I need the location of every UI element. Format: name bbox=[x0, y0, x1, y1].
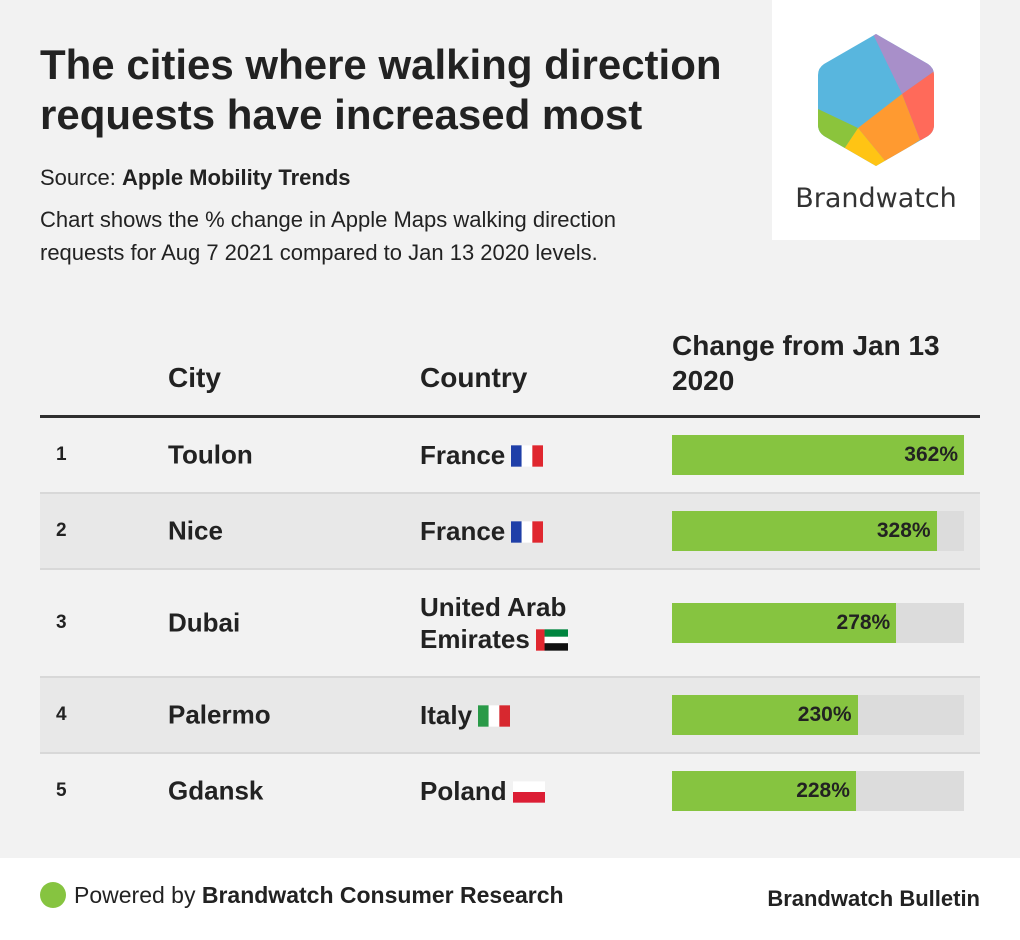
flag-poland-icon bbox=[512, 781, 545, 803]
column-header-country: Country bbox=[420, 362, 528, 393]
bar-track: 362% bbox=[672, 435, 964, 475]
country-name: United Arab Emirates bbox=[420, 592, 567, 654]
bar-value-label: 228% bbox=[796, 779, 850, 802]
city-name: Nice bbox=[168, 515, 223, 546]
country-name: Italy bbox=[420, 700, 473, 730]
powered-name: Brandwatch Consumer Research bbox=[201, 882, 564, 908]
bar: 362% bbox=[672, 435, 964, 475]
city-name: Toulon bbox=[168, 439, 253, 470]
bar-value-label: 278% bbox=[836, 611, 891, 634]
country-cell: United Arab Emirates bbox=[420, 591, 620, 655]
flag-france-icon bbox=[511, 445, 544, 467]
rank-number: 3 bbox=[56, 612, 67, 633]
bar-value-label: 230% bbox=[797, 703, 852, 726]
bar: 230% bbox=[672, 695, 858, 735]
rank-number: 5 bbox=[56, 780, 67, 801]
brandwatch-logo: Brandwatch bbox=[772, 0, 980, 240]
bar: 228% bbox=[672, 771, 856, 811]
source-line: Source: Apple Mobility Trends bbox=[40, 165, 351, 191]
city-name: Gdansk bbox=[168, 775, 264, 806]
brandwatch-hexagon-icon bbox=[818, 34, 934, 166]
powered-prefix: Powered by bbox=[74, 882, 196, 908]
city-name: Palermo bbox=[168, 699, 271, 730]
country-cell: Poland bbox=[420, 775, 640, 807]
column-header-city: City bbox=[168, 362, 221, 393]
country-cell: France bbox=[420, 515, 640, 547]
bar-track: 230% bbox=[672, 695, 964, 735]
green-dot-icon bbox=[40, 882, 66, 908]
bar-value-label: 362% bbox=[904, 443, 958, 466]
source-name: Apple Mobility Trends bbox=[121, 165, 351, 190]
flag-uae-icon bbox=[535, 629, 568, 651]
column-header-change: Change from Jan 13 2020 bbox=[672, 330, 940, 396]
bar-track: 278% bbox=[672, 603, 964, 643]
chart-description: Chart shows the % change in Apple Maps w… bbox=[40, 207, 616, 265]
footer: Powered by Brandwatch Consumer Research … bbox=[0, 858, 1020, 940]
table-header: City Country Change from Jan 13 2020 bbox=[40, 320, 980, 418]
table-row: 1 Toulon France 362% bbox=[40, 418, 980, 494]
flag-italy-icon bbox=[478, 705, 511, 727]
page-title: The cities where walking direction reque… bbox=[40, 41, 722, 138]
table-row: 3 Dubai United Arab Emirates 278% bbox=[40, 570, 980, 678]
brandwatch-bulletin: Brandwatch Bulletin bbox=[767, 886, 980, 911]
country-name: Poland bbox=[420, 776, 507, 806]
table-body: 1 Toulon France 362% 2 Nice France 328% 3 Dubai Un… bbox=[40, 418, 980, 828]
city-name: Dubai bbox=[168, 607, 241, 638]
powered-by: Powered by Brandwatch Consumer Research bbox=[74, 882, 564, 909]
bar-value-label: 328% bbox=[876, 519, 931, 542]
source-label: Source: bbox=[40, 165, 116, 190]
rank-number: 4 bbox=[56, 704, 67, 725]
country-name: France bbox=[420, 440, 506, 470]
country-name: France bbox=[420, 516, 506, 546]
bar: 328% bbox=[672, 511, 937, 551]
rank-number: 2 bbox=[56, 520, 67, 541]
bar: 278% bbox=[672, 603, 897, 643]
country-cell: Italy bbox=[420, 699, 640, 731]
flag-france-icon bbox=[511, 521, 544, 543]
table-row: 5 Gdansk Poland 228% bbox=[40, 754, 980, 828]
brandwatch-logo-text: Brandwatch bbox=[795, 183, 957, 214]
bar-track: 328% bbox=[672, 511, 964, 551]
data-table: City Country Change from Jan 13 2020 1 To… bbox=[40, 320, 980, 828]
rank-number: 1 bbox=[56, 444, 67, 465]
table-row: 4 Palermo Italy 230% bbox=[40, 678, 980, 754]
country-cell: France bbox=[420, 439, 640, 471]
table-row: 2 Nice France 328% bbox=[40, 494, 980, 570]
bar-track: 228% bbox=[672, 771, 964, 811]
